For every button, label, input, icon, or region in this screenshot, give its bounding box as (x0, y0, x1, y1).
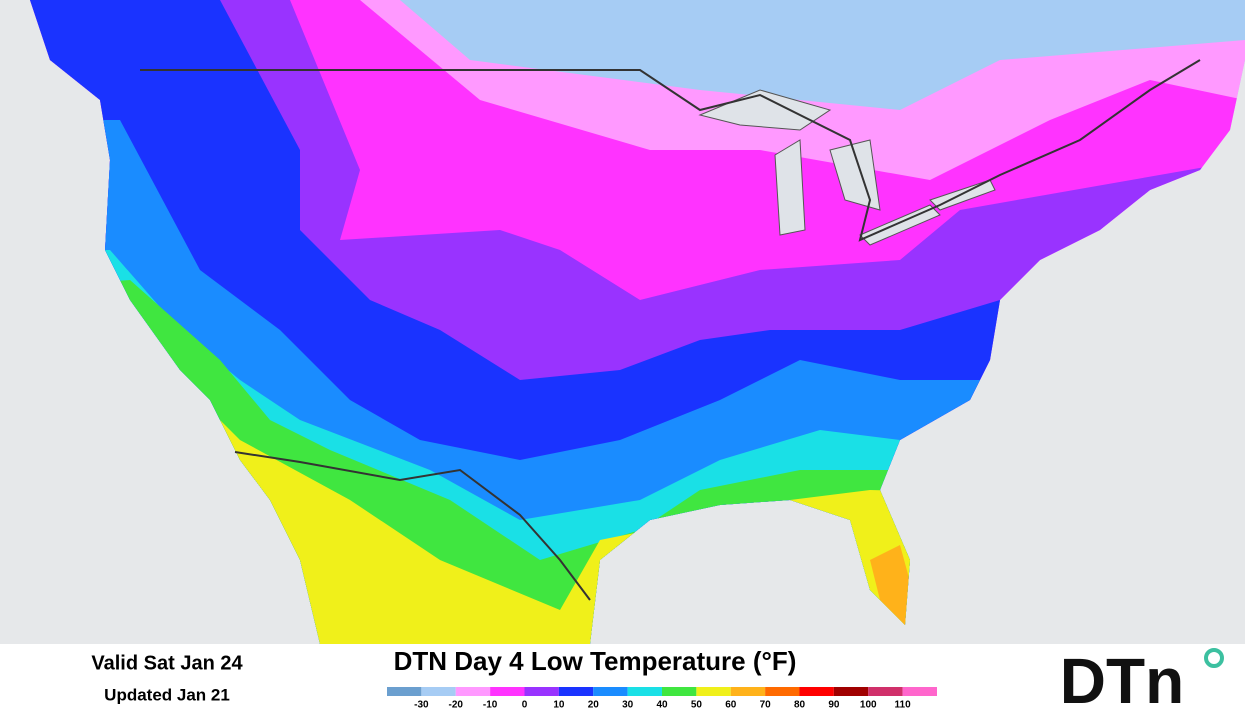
valid-date: Valid Sat Jan 24 (91, 652, 243, 674)
legend-label: 110 (895, 700, 912, 711)
legend-swatch (558, 687, 594, 696)
legend-label: 10 (553, 700, 565, 711)
legend-swatch (593, 687, 628, 696)
logo: DTn (1060, 645, 1184, 717)
legend-label: 100 (860, 700, 877, 711)
legend-swatch (765, 687, 800, 696)
legend-label: -10 (483, 700, 498, 711)
band (870, 545, 915, 630)
legend-swatch (696, 687, 731, 696)
lake (859, 204, 941, 246)
legend-swatch (490, 687, 525, 696)
legend-swatch (799, 687, 834, 696)
legend-label: -20 (449, 700, 464, 711)
legend-swatch (627, 687, 662, 696)
legend-label: 40 (656, 700, 668, 711)
legend-swatch (868, 687, 903, 696)
border (140, 59, 1201, 242)
legend-label: 80 (794, 700, 806, 711)
legend-label: -30 (414, 700, 429, 711)
logo-dot (1204, 648, 1224, 668)
legend-label: 90 (828, 700, 840, 711)
border (234, 451, 591, 601)
lake (774, 139, 806, 236)
footer (0, 644, 1245, 724)
legend-swatch (455, 687, 491, 696)
legend-swatch (662, 687, 697, 696)
legend-swatch (902, 687, 937, 696)
legend-label: 30 (622, 700, 634, 711)
legend-label: 50 (691, 700, 703, 711)
map-title: DTN Day 4 Low Temperature (°F) (394, 646, 797, 676)
legend-swatch (421, 687, 456, 696)
updated-date: Updated Jan 21 (104, 685, 230, 704)
legend: -30 -20 -10 0 10 20 30 40 50 60 70 80 90 100 110 (387, 687, 937, 711)
legend-label: 20 (588, 700, 600, 711)
legend-label: 0 (522, 700, 528, 711)
legend-label: 60 (725, 700, 737, 711)
legend-swatch (730, 687, 766, 696)
legend-swatch (524, 687, 559, 696)
legend-label: 70 (760, 700, 772, 711)
lake (698, 89, 832, 131)
legend-swatch (387, 687, 422, 696)
legend-swatch (833, 687, 869, 696)
